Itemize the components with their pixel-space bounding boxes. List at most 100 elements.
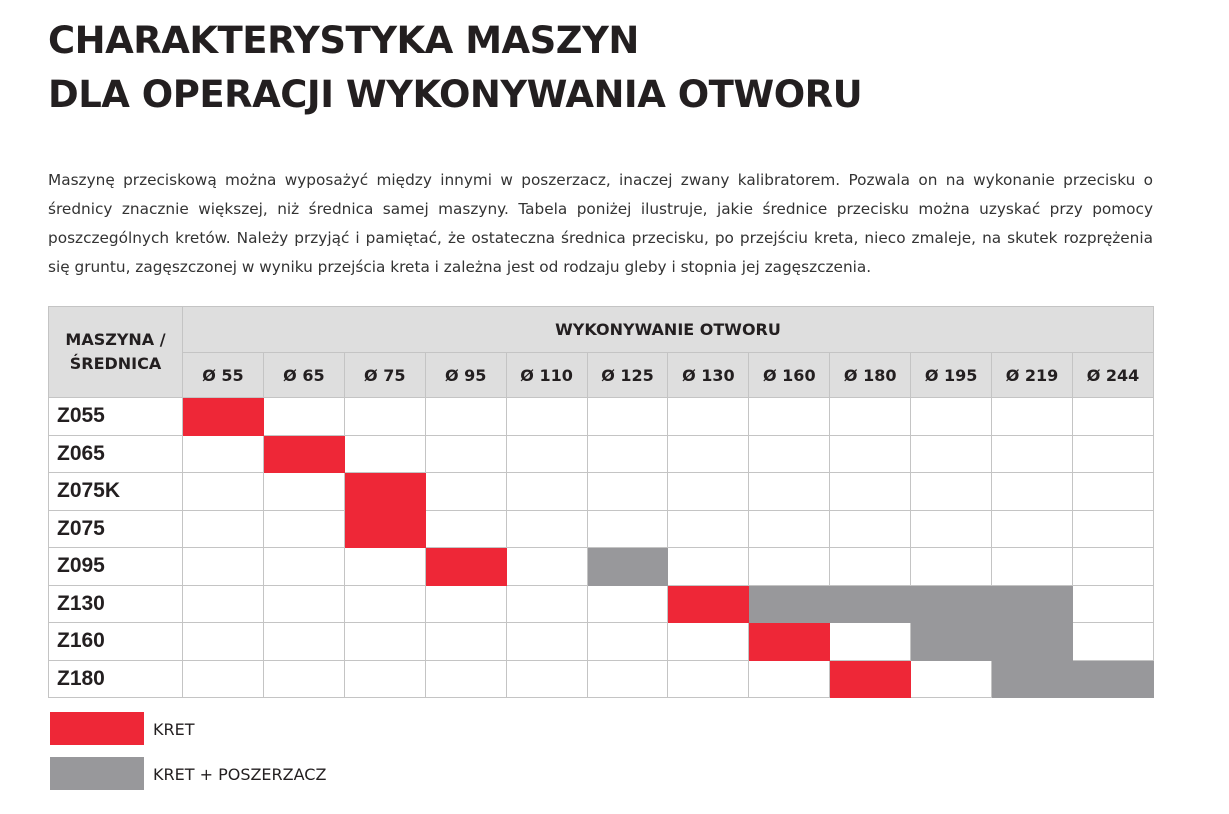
cell [343, 659, 426, 698]
row-name: Z065 [48, 434, 183, 473]
cell [748, 434, 831, 473]
cell [748, 397, 831, 436]
cell [262, 584, 345, 623]
cell [1071, 434, 1155, 473]
title-line: DLA OPERACJI WYKONYWANIA OTWORU [48, 73, 863, 116]
cell [182, 659, 264, 698]
cell [1071, 472, 1155, 511]
cell [343, 397, 426, 436]
cell [262, 622, 345, 661]
cell [667, 472, 750, 511]
cell [1071, 622, 1155, 661]
cell [343, 472, 426, 511]
row-name: Z180 [48, 659, 183, 698]
cell [667, 397, 750, 436]
cell [829, 434, 912, 473]
cell [829, 472, 912, 511]
cell [667, 434, 750, 473]
cell [991, 584, 1073, 623]
row-name: Z075K [48, 472, 183, 511]
table-row: Z180 [48, 659, 1155, 698]
cell [1071, 547, 1155, 586]
cell [910, 472, 993, 511]
cell [262, 397, 345, 436]
cell [586, 397, 669, 436]
header-row: Ø 55 Ø 65 Ø 75 Ø 95 Ø 110 Ø 125 Ø 130 Ø 160 Ø 18… [49, 352, 1155, 398]
cell [910, 509, 993, 548]
cell [910, 622, 993, 661]
column-header: Ø 219 [991, 352, 1073, 398]
cell [586, 509, 669, 548]
legend-swatch [50, 712, 144, 745]
column-header: Ø 244 [1071, 352, 1155, 398]
cell [262, 509, 345, 548]
cell [910, 584, 993, 623]
cell [1071, 509, 1155, 548]
cell [505, 472, 588, 511]
cell [343, 622, 426, 661]
cell [748, 547, 831, 586]
column-header: Ø 160 [748, 352, 831, 398]
title-line: CHARAKTERYSTYKA MASZYN [48, 19, 639, 62]
cell [424, 547, 507, 586]
cell [262, 659, 345, 698]
cell [748, 472, 831, 511]
cell [829, 584, 912, 623]
cell [991, 509, 1073, 548]
cell [991, 547, 1073, 586]
cell [343, 434, 426, 473]
cell [667, 509, 750, 548]
cell [343, 547, 426, 586]
group-header: WYKONYWANIE OTWORU [182, 306, 1154, 353]
cell [505, 622, 588, 661]
cell [182, 397, 264, 436]
cell [1071, 659, 1155, 698]
column-header: Ø 110 [505, 352, 588, 398]
column-header: Ø 180 [829, 352, 912, 398]
description: Maszynę przeciskową można wyposażyć międ… [48, 171, 1153, 276]
cell [667, 622, 750, 661]
cell [424, 584, 507, 623]
cell [748, 622, 831, 661]
cell [505, 659, 588, 698]
cell [505, 397, 588, 436]
column-header: Ø 65 [262, 352, 345, 398]
cell [182, 434, 264, 473]
cell [586, 472, 669, 511]
cell [991, 397, 1073, 436]
cell [910, 397, 993, 436]
table-row: Z075K [48, 472, 1155, 511]
cell [262, 434, 345, 473]
cell [829, 622, 912, 661]
row-name: Z160 [48, 622, 183, 661]
column-header: Ø 55 [182, 352, 264, 398]
cell [991, 434, 1073, 473]
legend-label: KRET [153, 720, 195, 739]
legend-label: KRET + POSZERZACZ [153, 765, 327, 784]
cell [748, 584, 831, 623]
cell [424, 472, 507, 511]
cell [586, 434, 669, 473]
cell [667, 584, 750, 623]
table-row: Z160 [48, 622, 1155, 661]
cell [505, 547, 588, 586]
column-header: Ø 75 [343, 352, 426, 398]
cell [910, 659, 993, 698]
cell [262, 472, 345, 511]
column-header: Ø 195 [910, 352, 993, 398]
header-row: MASZYNA / ŚREDNICA WYKONYWANIE OTWORU [48, 306, 1154, 398]
table-row: Z095 [48, 547, 1155, 586]
row-name: Z130 [48, 584, 183, 623]
corner-header: MASZYNA / ŚREDNICA [48, 306, 183, 398]
cell [343, 509, 426, 548]
cell [182, 547, 264, 586]
title: CHARAKTERYSTYKA MASZYN DLA OPERACJI WYKON… [48, 14, 863, 122]
cell [667, 659, 750, 698]
table-row: Z075 [48, 509, 1155, 548]
row-name: Z055 [48, 397, 183, 436]
cell [910, 547, 993, 586]
legend-swatch [50, 757, 144, 790]
row-name: Z075 [48, 509, 183, 548]
cell [424, 397, 507, 436]
table-row: Z130 [48, 584, 1155, 623]
